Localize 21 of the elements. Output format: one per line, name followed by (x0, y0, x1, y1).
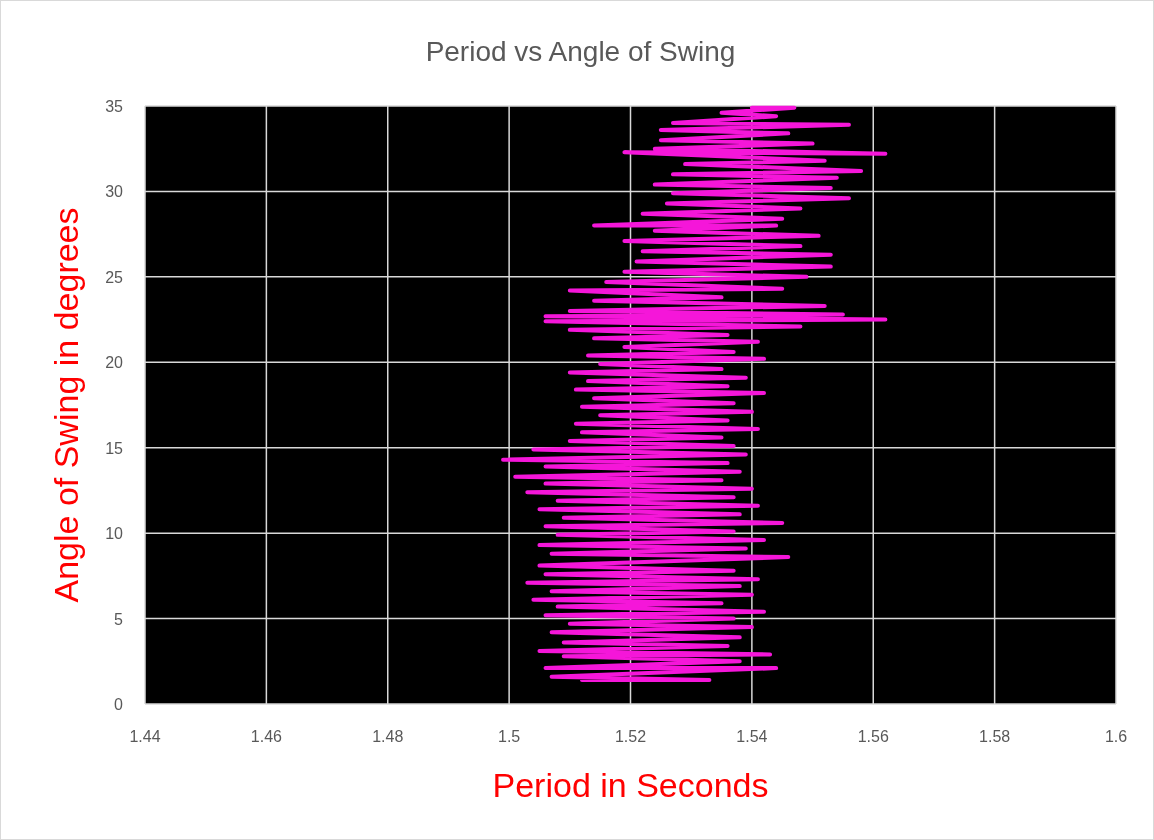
y-tick-label: 5 (114, 610, 124, 628)
y-tick-label: 35 (105, 98, 124, 115)
x-tick-label: 1.44 (129, 728, 161, 745)
y-tick-label: 0 (114, 696, 124, 713)
y-tick-label: 25 (105, 268, 124, 286)
x-tick-label: 1.48 (372, 728, 404, 745)
x-tick-label: 1.58 (979, 728, 1011, 745)
x-tick-label: 1.46 (250, 728, 283, 745)
x-tick-label: 1.5 (498, 728, 521, 745)
x-axis-title: Period in Seconds (492, 766, 769, 804)
x-tick-label: 1.6 (1104, 728, 1128, 745)
x-tick-label: 1.52 (614, 728, 647, 745)
y-tick-label: 30 (105, 183, 124, 201)
x-tick-label: 1.56 (857, 728, 889, 745)
line-series (501, 105, 888, 683)
y-axis-title: Angle of Swing in degrees (47, 207, 85, 603)
y-tick-label: 10 (105, 525, 124, 543)
x-tick-label: 1.54 (736, 728, 768, 745)
y-tick-label: 20 (105, 354, 124, 372)
y-tick-label: 15 (105, 439, 124, 457)
chart-title: Period vs Angle of Swing (425, 36, 736, 67)
